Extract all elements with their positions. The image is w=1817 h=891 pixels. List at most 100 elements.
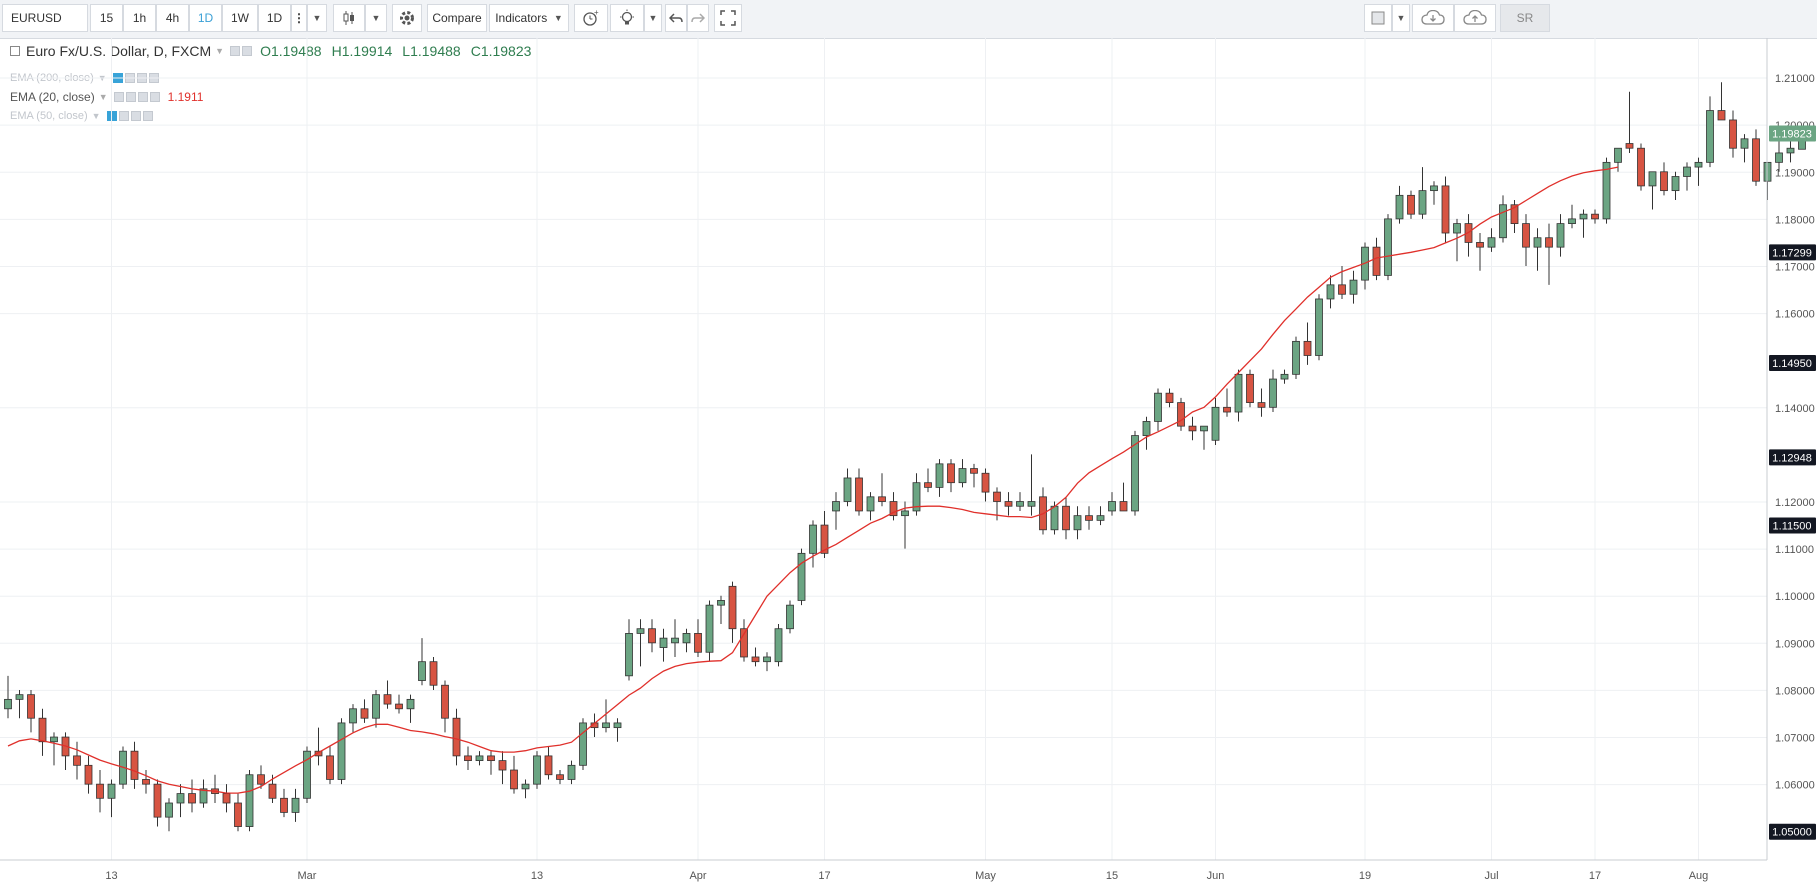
y-tick-label: 1.21000: [1775, 73, 1815, 85]
add-icon[interactable]: [130, 111, 141, 121]
candle-body: [1786, 147, 1795, 154]
add-icon[interactable]: [137, 92, 148, 102]
settings-icon[interactable]: [125, 92, 136, 102]
chevron-down-icon[interactable]: ▼: [215, 46, 225, 56]
candle: [958, 459, 967, 488]
candle: [1223, 388, 1231, 417]
candle-body: [970, 468, 978, 474]
candle-body: [257, 774, 265, 785]
close-icon[interactable]: [142, 111, 153, 121]
undo-icon[interactable]: [665, 4, 687, 32]
candle-body: [418, 661, 426, 681]
candle-body: [625, 633, 633, 677]
candle: [866, 492, 875, 521]
interval-15-button[interactable]: 15: [90, 4, 123, 32]
candle: [130, 741, 139, 789]
interval-label: 15: [99, 11, 114, 25]
compare-button[interactable]: Compare: [427, 4, 487, 32]
candle: [199, 779, 208, 808]
price-badge: 1.05000: [1769, 823, 1816, 840]
chevron-down-icon[interactable]: ▼: [91, 111, 101, 121]
candle-body: [153, 783, 162, 818]
x-tick-label: Aug: [1689, 870, 1709, 882]
candle-body: [1211, 406, 1220, 441]
square-icon[interactable]: [1364, 4, 1392, 32]
close-icon[interactable]: [149, 92, 160, 102]
candle: [15, 689, 24, 719]
alarm-clock-icon[interactable]: +: [574, 4, 608, 32]
candle-body: [717, 600, 725, 606]
chevron-down-icon[interactable]: ▼: [644, 4, 662, 32]
price-axis[interactable]: 1.210001.200001.190001.180001.170001.160…: [1766, 38, 1816, 860]
gear-icon[interactable]: [392, 4, 422, 32]
candle: [1752, 129, 1760, 186]
candle: [774, 623, 783, 667]
candle-body: [1234, 373, 1243, 413]
visibility-icon[interactable]: [230, 46, 241, 56]
lightbulb-icon[interactable]: [610, 4, 644, 32]
chevron-down-icon[interactable]: ▼: [307, 4, 327, 32]
candle: [717, 595, 725, 624]
interval-label: 1D: [197, 11, 214, 25]
collapse-legend-icon[interactable]: [10, 46, 20, 56]
candle-body: [820, 524, 829, 554]
redo-icon[interactable]: [687, 4, 709, 32]
candle-body: [740, 628, 748, 658]
candle: [924, 468, 932, 493]
cloud-download-icon[interactable]: [1412, 4, 1454, 32]
candle-body: [659, 637, 668, 648]
candle-body: [372, 694, 380, 719]
interval-1h-button[interactable]: 1h: [123, 4, 156, 32]
candle-body: [395, 703, 403, 710]
x-tick-label: 13: [105, 870, 117, 882]
candle-body: [1591, 213, 1599, 220]
sr-button[interactable]: SR: [1500, 4, 1550, 32]
candle-body: [1223, 406, 1231, 413]
candle-body: [1729, 119, 1737, 149]
candle-body: [1637, 147, 1645, 187]
settings-icon[interactable]: [242, 46, 253, 56]
candle: [1257, 388, 1266, 417]
chevron-down-icon[interactable]: ▼: [1392, 4, 1410, 32]
candle: [567, 760, 576, 785]
candle-body: [1522, 223, 1530, 248]
candle-body: [694, 633, 702, 653]
candle: [1177, 397, 1185, 431]
interval-4h-button[interactable]: 4h: [156, 4, 189, 32]
fullscreen-icon[interactable]: [714, 4, 742, 32]
candle: [96, 770, 104, 813]
price-chart[interactable]: 1.210001.200001.190001.180001.170001.160…: [0, 38, 1817, 891]
candle: [889, 492, 898, 521]
candle: [602, 699, 610, 733]
time-axis[interactable]: 13 Mar 13 Apr 17 May 15 Jun 19 Jul 17 Aug: [0, 859, 1767, 882]
candle: [1200, 425, 1208, 450]
candle: [395, 694, 403, 714]
interval-custom-button[interactable]: 1D: [258, 4, 291, 32]
candle-body: [705, 604, 714, 653]
candle: [786, 600, 794, 634]
x-tick-label: Jun: [1207, 870, 1225, 882]
candle-body: [544, 755, 553, 776]
indicators-button[interactable]: Indicators ▼: [489, 4, 569, 32]
candlestick-icon[interactable]: [333, 4, 365, 32]
more-vertical-icon[interactable]: ⋮: [291, 4, 307, 32]
candle: [73, 741, 81, 780]
symbol-search-input[interactable]: EURUSD: [2, 4, 88, 32]
candle-body: [1108, 501, 1116, 512]
candle-body: [809, 524, 817, 554]
settings-icon[interactable]: [118, 111, 129, 121]
candle: [1027, 454, 1036, 516]
candle-body: [1683, 166, 1691, 177]
candle: [1648, 171, 1657, 210]
candle: [556, 770, 564, 785]
visibility-icon[interactable]: [113, 92, 124, 102]
price-badge-label: 1.11500: [1773, 521, 1812, 533]
interval-1w-button[interactable]: 1W: [222, 4, 258, 32]
candle: [1269, 369, 1277, 413]
interval-1d-button[interactable]: 1D: [189, 4, 222, 32]
candle-body: [1706, 110, 1714, 163]
chart-type-dropdown-icon[interactable]: ▼: [365, 4, 387, 32]
cloud-upload-icon[interactable]: [1454, 4, 1496, 32]
chevron-down-icon[interactable]: ▼: [98, 92, 108, 102]
candle: [1395, 185, 1404, 224]
